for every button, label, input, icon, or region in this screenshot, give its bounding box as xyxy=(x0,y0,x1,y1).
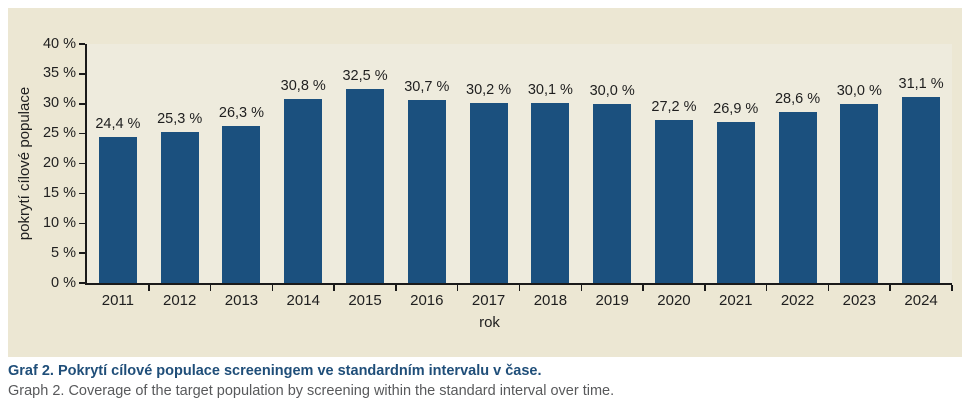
y-tick-mark xyxy=(79,192,85,195)
bar-2019 xyxy=(593,103,632,283)
x-tick-mark xyxy=(148,285,150,291)
x-tick-label: 2023 xyxy=(842,292,876,309)
y-tick-label: 30 % xyxy=(42,95,76,112)
y-tick-label: 0 % xyxy=(51,274,76,291)
bar-value-label: 30,0 % xyxy=(589,82,635,99)
x-tick-mark xyxy=(333,285,335,291)
x-tick-label: 2013 xyxy=(224,292,259,309)
bar-value-label: 31,1 % xyxy=(898,76,944,93)
x-tick-label: 2018 xyxy=(533,292,568,309)
x-tick-mark xyxy=(765,285,768,291)
bar-value-label: 30,1 % xyxy=(527,82,573,99)
bar-value-label: 26,9 % xyxy=(713,101,759,118)
y-tick-label: 10 % xyxy=(42,214,76,231)
bar-2011 xyxy=(98,137,137,283)
bar-2021 xyxy=(716,122,755,283)
x-tick-mark xyxy=(889,285,891,291)
bar-2020 xyxy=(654,120,693,283)
x-tick-mark xyxy=(271,285,274,291)
y-tick-label: 35 % xyxy=(42,65,76,82)
x-tick-mark xyxy=(580,285,583,291)
x-tick-label: 2011 xyxy=(101,292,135,309)
y-tick-mark xyxy=(79,103,85,105)
bar-value-label: 32,5 % xyxy=(342,67,388,84)
x-tick-label: 2015 xyxy=(348,292,382,309)
x-tick-label: 2024 xyxy=(904,292,938,309)
x-tick-mark xyxy=(518,285,521,291)
caption-czech: Graf 2. Pokrytí cílové populace screenin… xyxy=(8,363,542,379)
x-tick-label: 2016 xyxy=(410,292,444,309)
bar-value-label: 25,3 % xyxy=(157,110,203,127)
plot-area: 0 % 5 % 10 % 15 % 20 % 25 % 30 % 35 % 40 % 24,4 %… xyxy=(43,36,953,309)
x-tick-label: 2021 xyxy=(719,292,753,309)
x-tick-label: 2017 xyxy=(471,292,506,309)
bar-value-label: 28,6 % xyxy=(774,91,821,108)
y-tick-mark xyxy=(79,43,85,45)
caption-english: Graph 2. Coverage of the target populati… xyxy=(8,383,615,399)
bar-value-label: 30,8 % xyxy=(280,77,326,94)
bar-2023 xyxy=(840,103,879,283)
y-tick-label: 5 % xyxy=(51,244,76,261)
y-tick-mark xyxy=(79,162,85,165)
bar-2017 xyxy=(469,102,508,283)
x-tick-mark xyxy=(827,285,830,291)
screening-coverage-chart-panel: pokrytí cílové populace 0 % 5 % 10 % 15 % 20… xyxy=(8,8,962,357)
bar-value-label: 30,7 % xyxy=(404,78,450,95)
bar-2013 xyxy=(222,125,261,283)
bar-2015 xyxy=(346,88,385,283)
bar-value-label: 24,4 % xyxy=(95,116,141,133)
bar-2016 xyxy=(407,99,446,283)
x-tick-label: 2014 xyxy=(286,292,320,309)
y-tick-label: 20 % xyxy=(42,155,76,171)
y-tick-label: 40 % xyxy=(42,35,76,52)
bar-2018 xyxy=(531,103,570,283)
bar-value-label: 26,3 % xyxy=(218,104,265,121)
figure-caption: Graf 2. Pokrytí cílové populace screenin… xyxy=(8,361,958,401)
x-tick-label: 2019 xyxy=(595,292,629,309)
x-tick-mark xyxy=(456,285,459,291)
x-tick-label: 2020 xyxy=(657,292,691,309)
y-tick-mark xyxy=(79,282,85,284)
bar-2024 xyxy=(902,97,941,283)
x-tick-mark xyxy=(642,285,644,291)
bar-2012 xyxy=(160,131,199,283)
x-tick-mark xyxy=(209,285,212,291)
x-tick-label: 2022 xyxy=(780,292,815,309)
x-tick-mark xyxy=(395,285,397,291)
x-tick-mark xyxy=(704,285,706,291)
y-tick-mark xyxy=(79,222,85,224)
bar-2014 xyxy=(284,98,323,283)
y-tick-mark xyxy=(79,252,85,254)
y-tick-mark xyxy=(79,73,85,75)
y-tick-label: 15 % xyxy=(42,184,76,201)
y-tick-mark xyxy=(79,132,85,135)
x-axis-title: rok xyxy=(479,314,500,331)
bar-2022 xyxy=(778,112,817,283)
bar-value-label: 27,2 % xyxy=(651,99,697,116)
bar-value-label: 30,2 % xyxy=(466,81,512,98)
y-tick-label: 25 % xyxy=(42,125,76,142)
x-tick-mark xyxy=(951,285,953,291)
y-axis-title: pokrytí cílové populace xyxy=(16,86,33,241)
bar-value-label: 30,0 % xyxy=(836,82,882,99)
x-tick-label: 2012 xyxy=(162,292,197,309)
